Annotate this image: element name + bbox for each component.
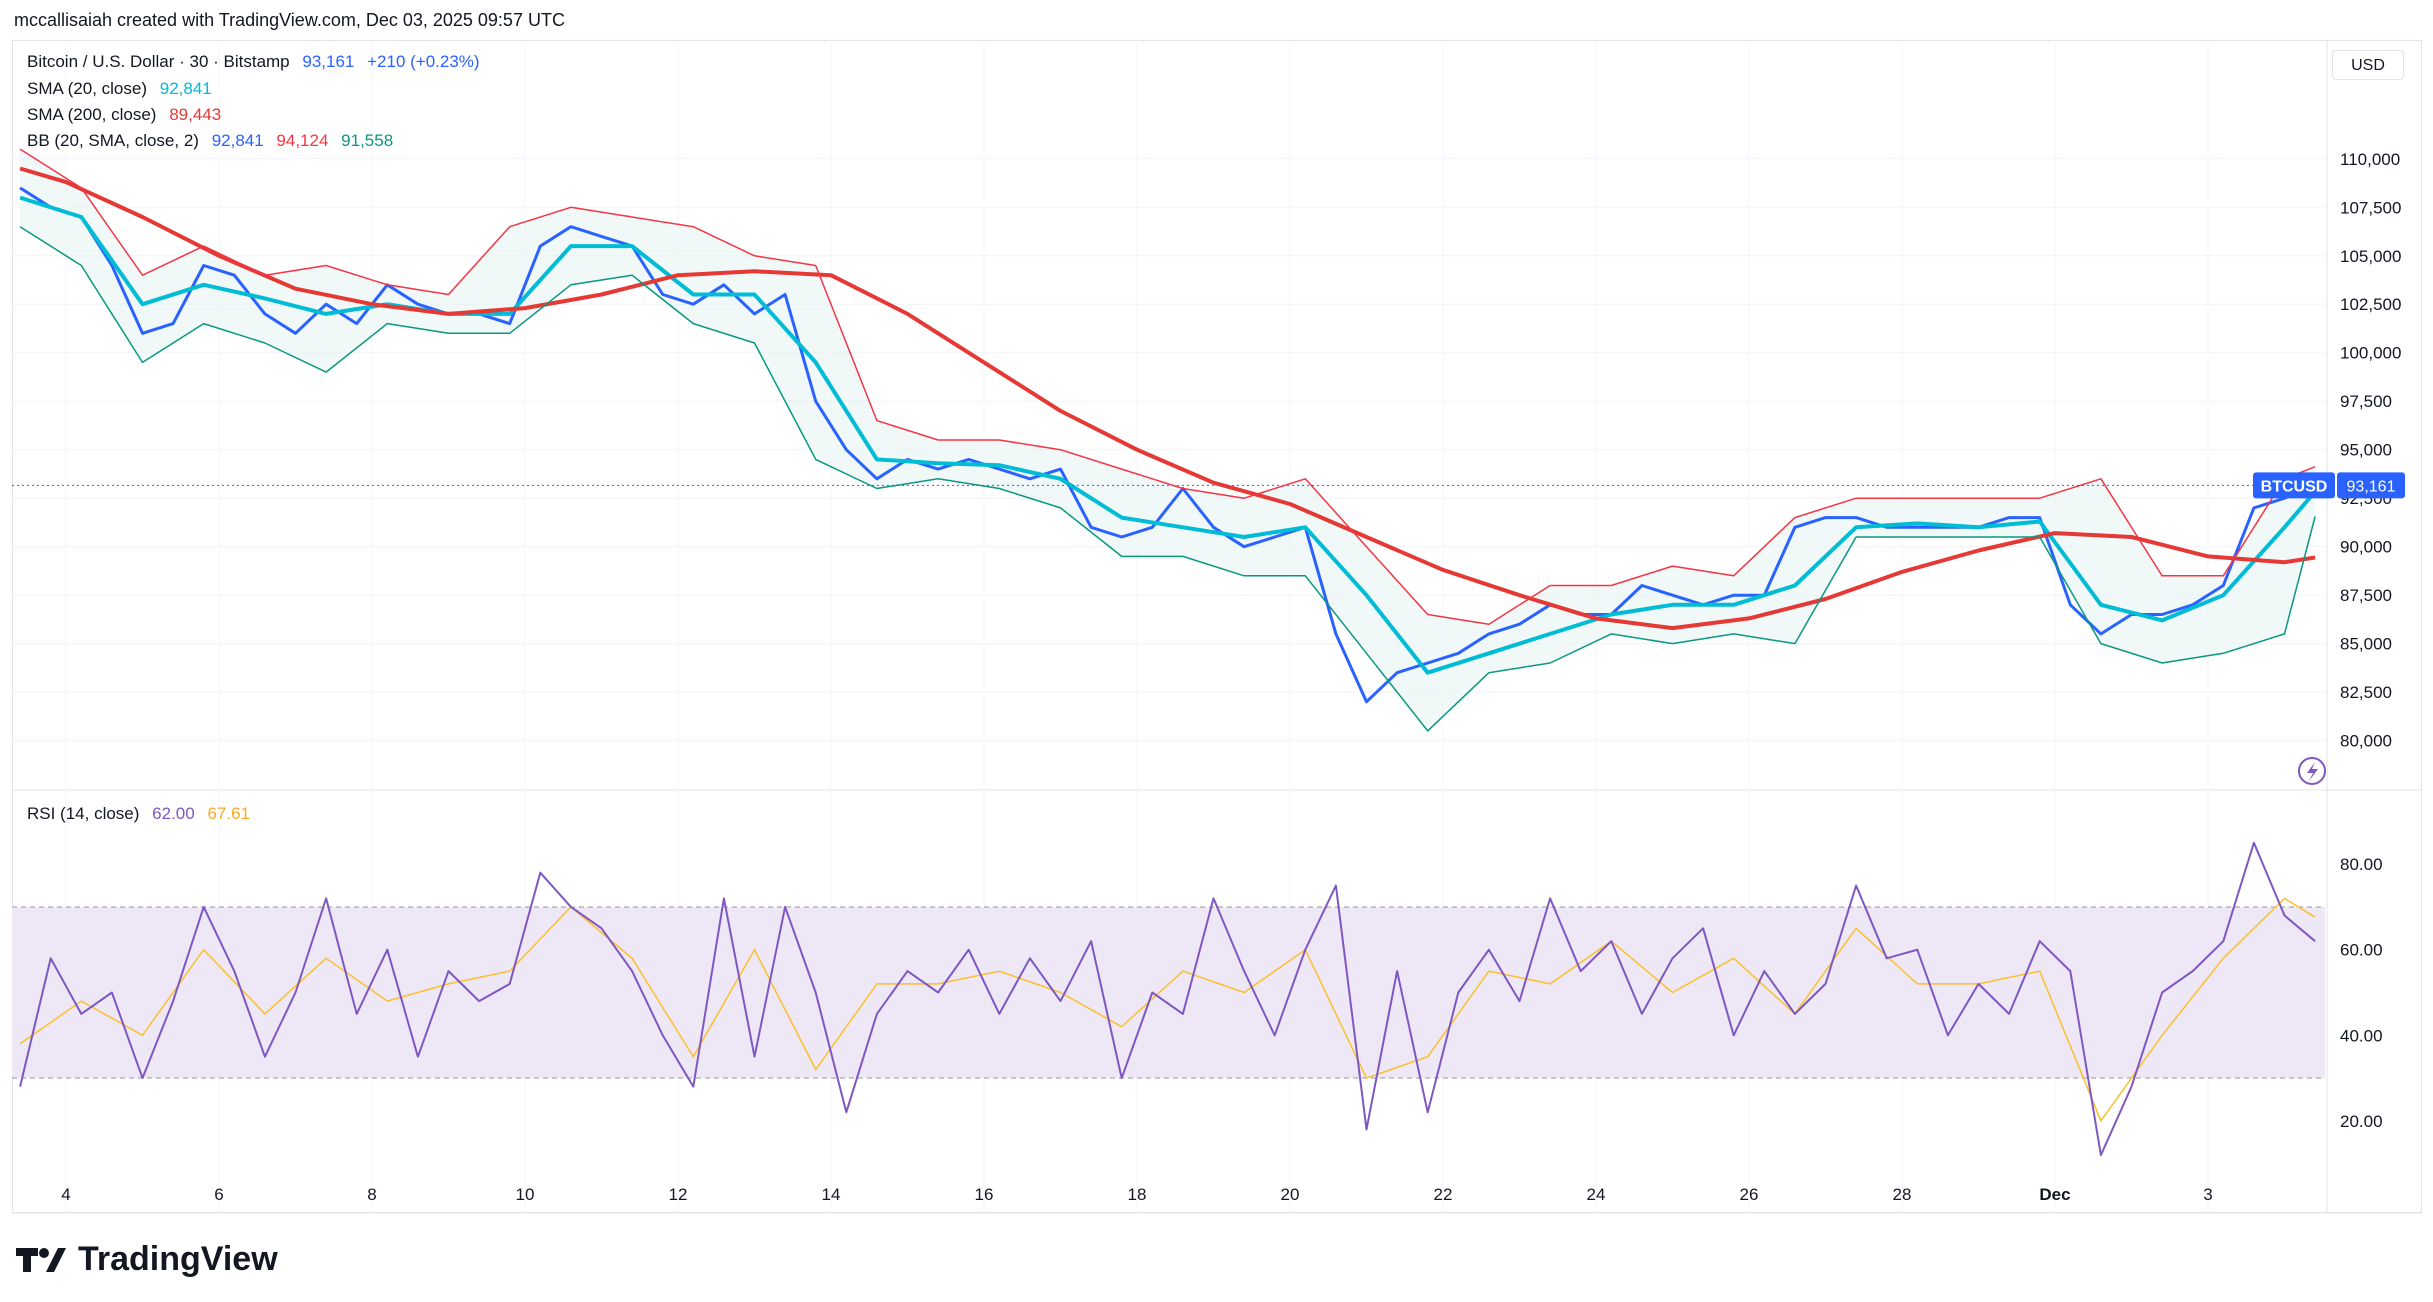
rsi-value: 62.00 [152,804,195,823]
time-tick-label: 16 [975,1185,994,1204]
bb-legend[interactable]: BB (20, SMA, close, 2) 92,841 94,124 91,… [27,131,401,151]
price-series [19,148,2317,732]
currency-button[interactable]: USD [2332,50,2404,80]
price-tick-label: 95,000 [2340,441,2392,460]
time-tick-label: 4 [61,1185,70,1204]
symbol-tag-label: BTCUSD [2261,478,2328,495]
rsi-series [19,841,2316,1157]
sma200-value: 89,443 [169,105,222,124]
price-tick-label: 105,000 [2340,247,2401,266]
price-tick-label: 107,500 [2340,198,2401,217]
rsi-tick-label: 20.00 [2340,1112,2383,1131]
brand-name: TradingView [78,1240,278,1278]
series-line-bb-upper [19,148,2316,625]
time-tick-label: 14 [822,1185,841,1204]
sma20-legend[interactable]: SMA (20, close) 92,841 [27,79,220,99]
rsi-ma-line [19,897,2316,1123]
rsi-axis: 20.00 40.00 60.00 80.00 [2340,855,2383,1131]
last-price: 93,161 [302,52,355,71]
price-change: +210 (+0.23%) [367,52,480,71]
bb-fill [20,149,2316,731]
time-tick-label: 6 [214,1185,223,1204]
price-tick-label: 82,500 [2340,683,2392,702]
sma200-legend[interactable]: SMA (200, close) 89,443 [27,105,229,125]
rsi-tick-label: 40.00 [2340,1026,2383,1045]
price-tag [2337,472,2405,499]
time-tick-label: 20 [1281,1185,1300,1204]
tradingview-logo-icon [16,1247,66,1272]
price-tick-label: 110,000 [2340,150,2400,169]
series-line-sma-20-close- [19,195,2317,675]
last-price-tag: BTCUSD 93,161 [12,472,2405,785]
series-line-bb-lower [19,226,2316,732]
rsi-legend[interactable]: RSI (14, close) 62.00 67.61 [27,804,258,824]
price-tick-label: 102,500 [2340,295,2401,314]
time-tick-label: 8 [367,1185,376,1204]
tradingview-logo[interactable]: TradingView [16,1240,278,1279]
time-tick-label: 3 [2203,1185,2212,1204]
price-tag-label: 93,161 [2347,478,2396,495]
rsi-overbought-oversold-band [12,906,2325,1079]
symbol-label: Bitcoin / U.S. Dollar · 30 · Bitstamp [27,52,290,71]
rsi-line [19,841,2316,1157]
lightning-icon[interactable] [2298,757,2326,785]
time-tick-label: 22 [1434,1185,1453,1204]
time-tick-label: 12 [669,1185,688,1204]
time-tick-label: 24 [1587,1185,1606,1204]
series-line-sma-200-close- [19,166,2316,631]
time-tick-label: 10 [516,1185,535,1204]
price-tick-label: 87,500 [2340,586,2392,605]
sma200-label: SMA (200, close) [27,105,157,124]
attribution: mccallisaiah created with TradingView.co… [14,10,565,30]
sma20-value: 92,841 [159,79,212,98]
rsi-band [12,906,2325,1079]
price-axis: 80,00082,50085,00087,50090,00092,50095,0… [2340,150,2401,751]
symbol-tag [2253,472,2335,499]
time-tick-label: Dec [2039,1185,2070,1204]
time-axis: 4 6 8 10 12 14 16 18 20 22 24 26 28 Dec 3 [61,1185,2212,1204]
bb-upper-value: 94,124 [276,131,329,150]
price-tick-label: 100,000 [2340,344,2401,363]
price-tick-label: 80,000 [2340,732,2392,751]
rsi-tick-label: 60.00 [2340,941,2383,960]
time-tick-label: 28 [1893,1185,1912,1204]
price-tick-label: 85,000 [2340,635,2392,654]
time-tick-label: 18 [1128,1185,1147,1204]
price-tick-label: 97,500 [2340,392,2392,411]
series-line-btcusd [19,186,2316,704]
rsi-tick-label: 80.00 [2340,855,2383,874]
bb-lower-value: 91,558 [341,131,394,150]
rsi-label: RSI (14, close) [27,804,140,823]
price-tick-label: 90,000 [2340,538,2392,557]
rsi-ma-value: 67.61 [207,804,250,823]
bb-basis-value: 92,841 [211,131,264,150]
sma20-label: SMA (20, close) [27,79,147,98]
bb-label: BB (20, SMA, close, 2) [27,131,199,150]
time-tick-label: 26 [1740,1185,1759,1204]
main-legend-symbol-row[interactable]: Bitcoin / U.S. Dollar · 30 · Bitstamp 93… [27,52,488,72]
